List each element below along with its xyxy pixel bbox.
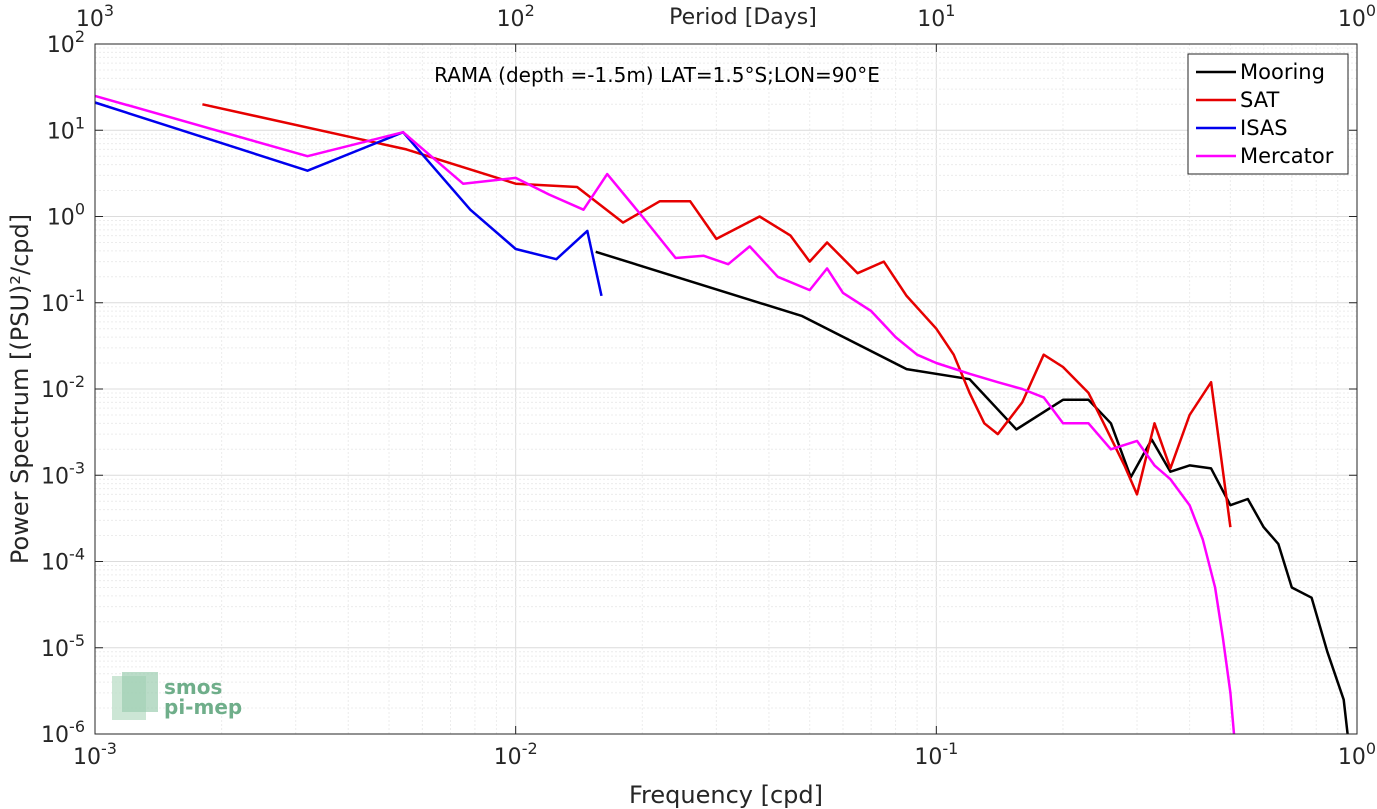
smos-pi-mep-logo: smos pi-mep — [112, 672, 242, 720]
ticks — [94, 43, 1358, 735]
x2-tick-label: 101 — [917, 1, 955, 32]
series-mooring-line — [595, 250, 1349, 735]
x-axis-label: Frequency [cpd] — [629, 781, 823, 809]
series-isas-line — [94, 101, 603, 297]
x2-tick-label: 102 — [497, 1, 535, 32]
top-axis-label: Period [Days] — [669, 5, 817, 30]
y-tick-label: 10-4 — [41, 545, 85, 576]
y-tick-label: 10-5 — [41, 631, 85, 662]
logo-line1: smos — [164, 675, 222, 699]
x2-tick-label: 103 — [76, 1, 114, 32]
grid — [94, 44, 1357, 735]
y-tick-label: 101 — [47, 113, 85, 144]
series-mercator-line — [94, 94, 1236, 735]
legend-box — [1187, 53, 1349, 175]
x2-tick-label: 100 — [1338, 1, 1376, 32]
series-layer — [94, 94, 1349, 735]
legend-label-isas: ISAS — [1240, 116, 1288, 140]
y-tick-label: 100 — [47, 200, 85, 231]
legend-label-sat: SAT — [1240, 88, 1279, 112]
legend-label-mercator: Mercator — [1240, 144, 1334, 168]
y-tick-label: 10-6 — [41, 717, 85, 748]
x-tick-label: 10-2 — [494, 739, 538, 770]
series-sat-line — [202, 103, 1232, 528]
y-tick-label: 102 — [47, 27, 85, 58]
x-tick-label: 10-3 — [73, 739, 117, 770]
legend: Mooring SAT ISAS Mercator — [1187, 53, 1349, 175]
y-tick-label: 10-2 — [41, 372, 85, 403]
logo-mark — [122, 672, 158, 712]
y-tick-label: 10-1 — [41, 286, 85, 317]
x-tick-label: 10-1 — [914, 739, 958, 770]
logo-line2: pi-mep — [164, 695, 242, 719]
legend-label-mooring: Mooring — [1240, 60, 1325, 84]
x-tick-label: 100 — [1338, 739, 1376, 770]
chart-annotation: RAMA (depth =-1.5m) LAT=1.5°S;LON=90°E — [434, 63, 880, 87]
y-axis-label: Power Spectrum [(PSU)²/cpd] — [6, 214, 34, 564]
y-tick-label: 10-3 — [41, 458, 85, 489]
